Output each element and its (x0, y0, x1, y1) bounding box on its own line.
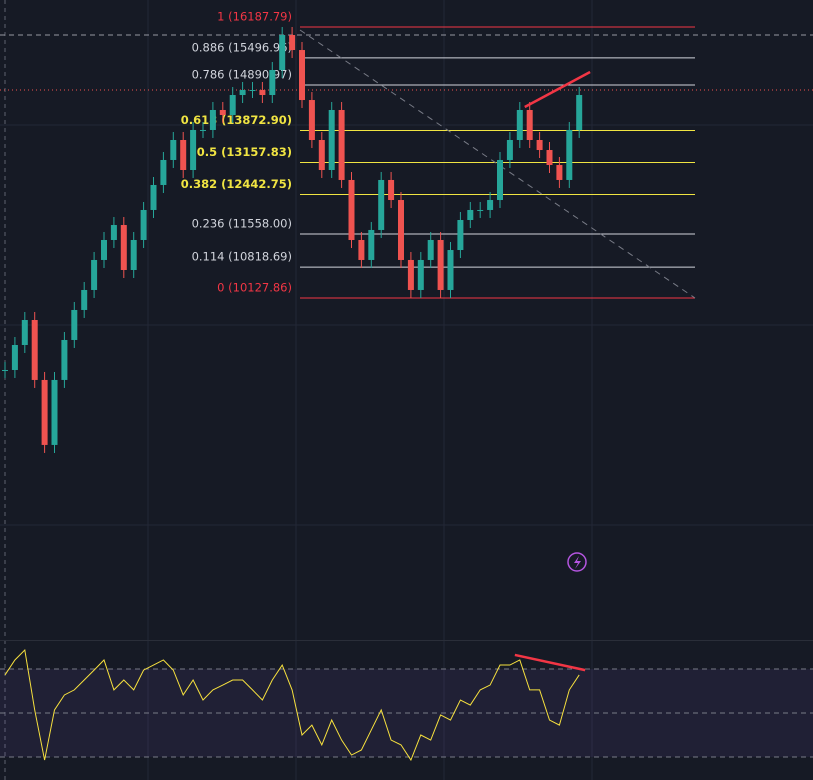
candle-body (299, 50, 305, 101)
candle-body (318, 139, 325, 171)
candle-body (566, 129, 573, 180)
candle-body (328, 109, 335, 171)
pane-separator (0, 640, 813, 641)
candle-body (279, 34, 286, 71)
candle-body (229, 95, 236, 115)
candle-body (71, 309, 78, 340)
candle-body (21, 319, 28, 345)
fib-label: 0 (10127.86) (217, 281, 292, 295)
candle-body (289, 34, 296, 51)
candle-body (140, 209, 147, 240)
candle-body (457, 220, 464, 251)
candle-body (447, 250, 454, 290)
candle-body (31, 319, 38, 380)
candle-body (120, 225, 127, 270)
candle-body (51, 379, 58, 445)
candle-body (91, 259, 98, 290)
rsi-line (4, 649, 580, 762)
candle-body (130, 239, 137, 270)
candle-body (200, 129, 206, 131)
alert-bolt (574, 556, 581, 569)
fib-label: 0.886 (15496.96) (192, 40, 292, 54)
candle-body (338, 109, 345, 180)
candle-body (368, 229, 375, 260)
candle-body (487, 200, 494, 210)
fib-label: 0.382 (12442.75) (181, 177, 292, 191)
fib-label: 0.5 (13157.83) (197, 145, 292, 159)
candle-body (526, 109, 533, 140)
fib-label: 0.236 (11558.00) (192, 217, 292, 231)
candle-body (61, 339, 68, 380)
candle-body (467, 209, 474, 221)
candle-body (497, 159, 503, 201)
candle-body (536, 139, 543, 151)
fib-label: 0.786 (14890.97) (192, 67, 292, 81)
candle-body (259, 90, 266, 96)
candle-body (249, 90, 256, 92)
candle-body (417, 259, 424, 290)
candle-body (190, 129, 197, 171)
candle-body (516, 109, 523, 140)
candle-body (477, 209, 484, 211)
candle-body (101, 239, 107, 260)
fib-label: 0.114 (10818.69) (192, 250, 292, 264)
price-trendline (524, 70, 591, 109)
candle-body (556, 164, 563, 180)
fib-label: 0.618 (13872.90) (181, 113, 292, 127)
candle-body (11, 344, 18, 370)
candle-body (437, 239, 444, 290)
fib-trend (299, 29, 696, 299)
candle-body (506, 139, 513, 160)
candle-body (150, 184, 157, 210)
alert-icon[interactable] (567, 552, 587, 572)
candle-body (576, 95, 583, 130)
candle-body (378, 179, 385, 230)
candle-body (160, 159, 167, 185)
candle-body (427, 239, 434, 260)
candle-body (170, 139, 177, 160)
candle-body (308, 100, 315, 140)
candle-body (358, 239, 365, 260)
candle-body (219, 109, 226, 115)
candle-body (209, 109, 216, 130)
candle-body (81, 289, 88, 310)
candle-body (546, 150, 553, 165)
candle-body (180, 139, 187, 171)
candle-body (41, 379, 48, 445)
candle-body (348, 179, 355, 240)
fib-label: 1 (16187.79) (217, 10, 292, 24)
candle-body (110, 225, 117, 240)
candle-body (398, 200, 404, 260)
candle-body (239, 90, 246, 96)
candle-body (388, 179, 395, 201)
rsi-trendline (514, 653, 586, 672)
alert-circle (567, 552, 587, 572)
candle-body (2, 369, 8, 371)
candle-body (269, 70, 276, 96)
candle-body (407, 259, 414, 290)
